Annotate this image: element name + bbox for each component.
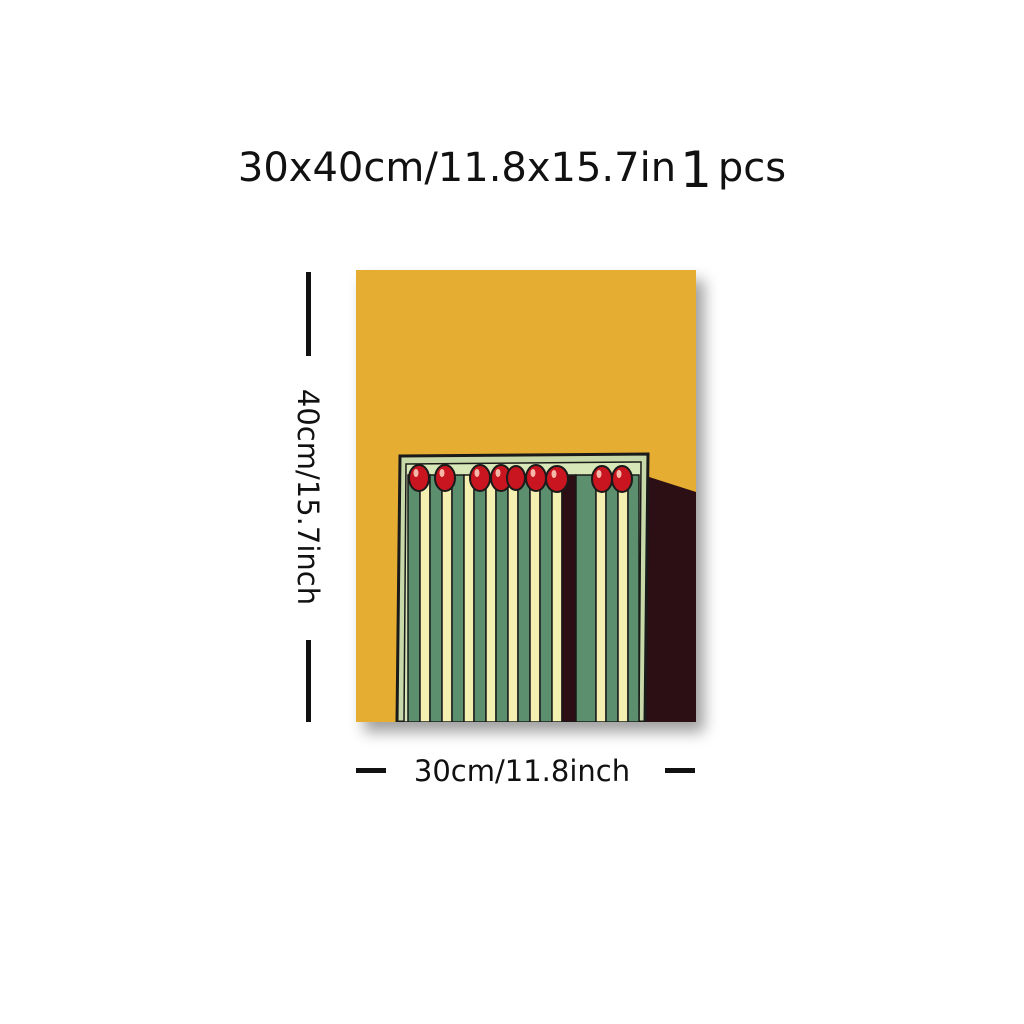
size-title: 30x40cm/11.8x15.7in1 pcs [0, 138, 1024, 196]
matchbox-shadow [641, 476, 696, 722]
size-text: 30x40cm/11.8x15.7in [237, 145, 677, 191]
width-dimension-line-left [356, 768, 386, 773]
match-sticks [407, 474, 640, 722]
width-label: 30cm/11.8inch [413, 754, 631, 788]
height-dimension-line-bottom [306, 640, 311, 722]
height-dimension-line-top [306, 272, 311, 356]
quantity-unit: pcs [717, 145, 787, 191]
quantity-number: 1 [680, 141, 712, 199]
canvas-print [356, 270, 696, 722]
match-heads [408, 464, 633, 493]
height-label: 40cm/15.7inch [291, 388, 325, 606]
width-dimension-line-right [665, 768, 695, 773]
artwork [356, 270, 696, 722]
match-head-highlights [413, 469, 622, 478]
